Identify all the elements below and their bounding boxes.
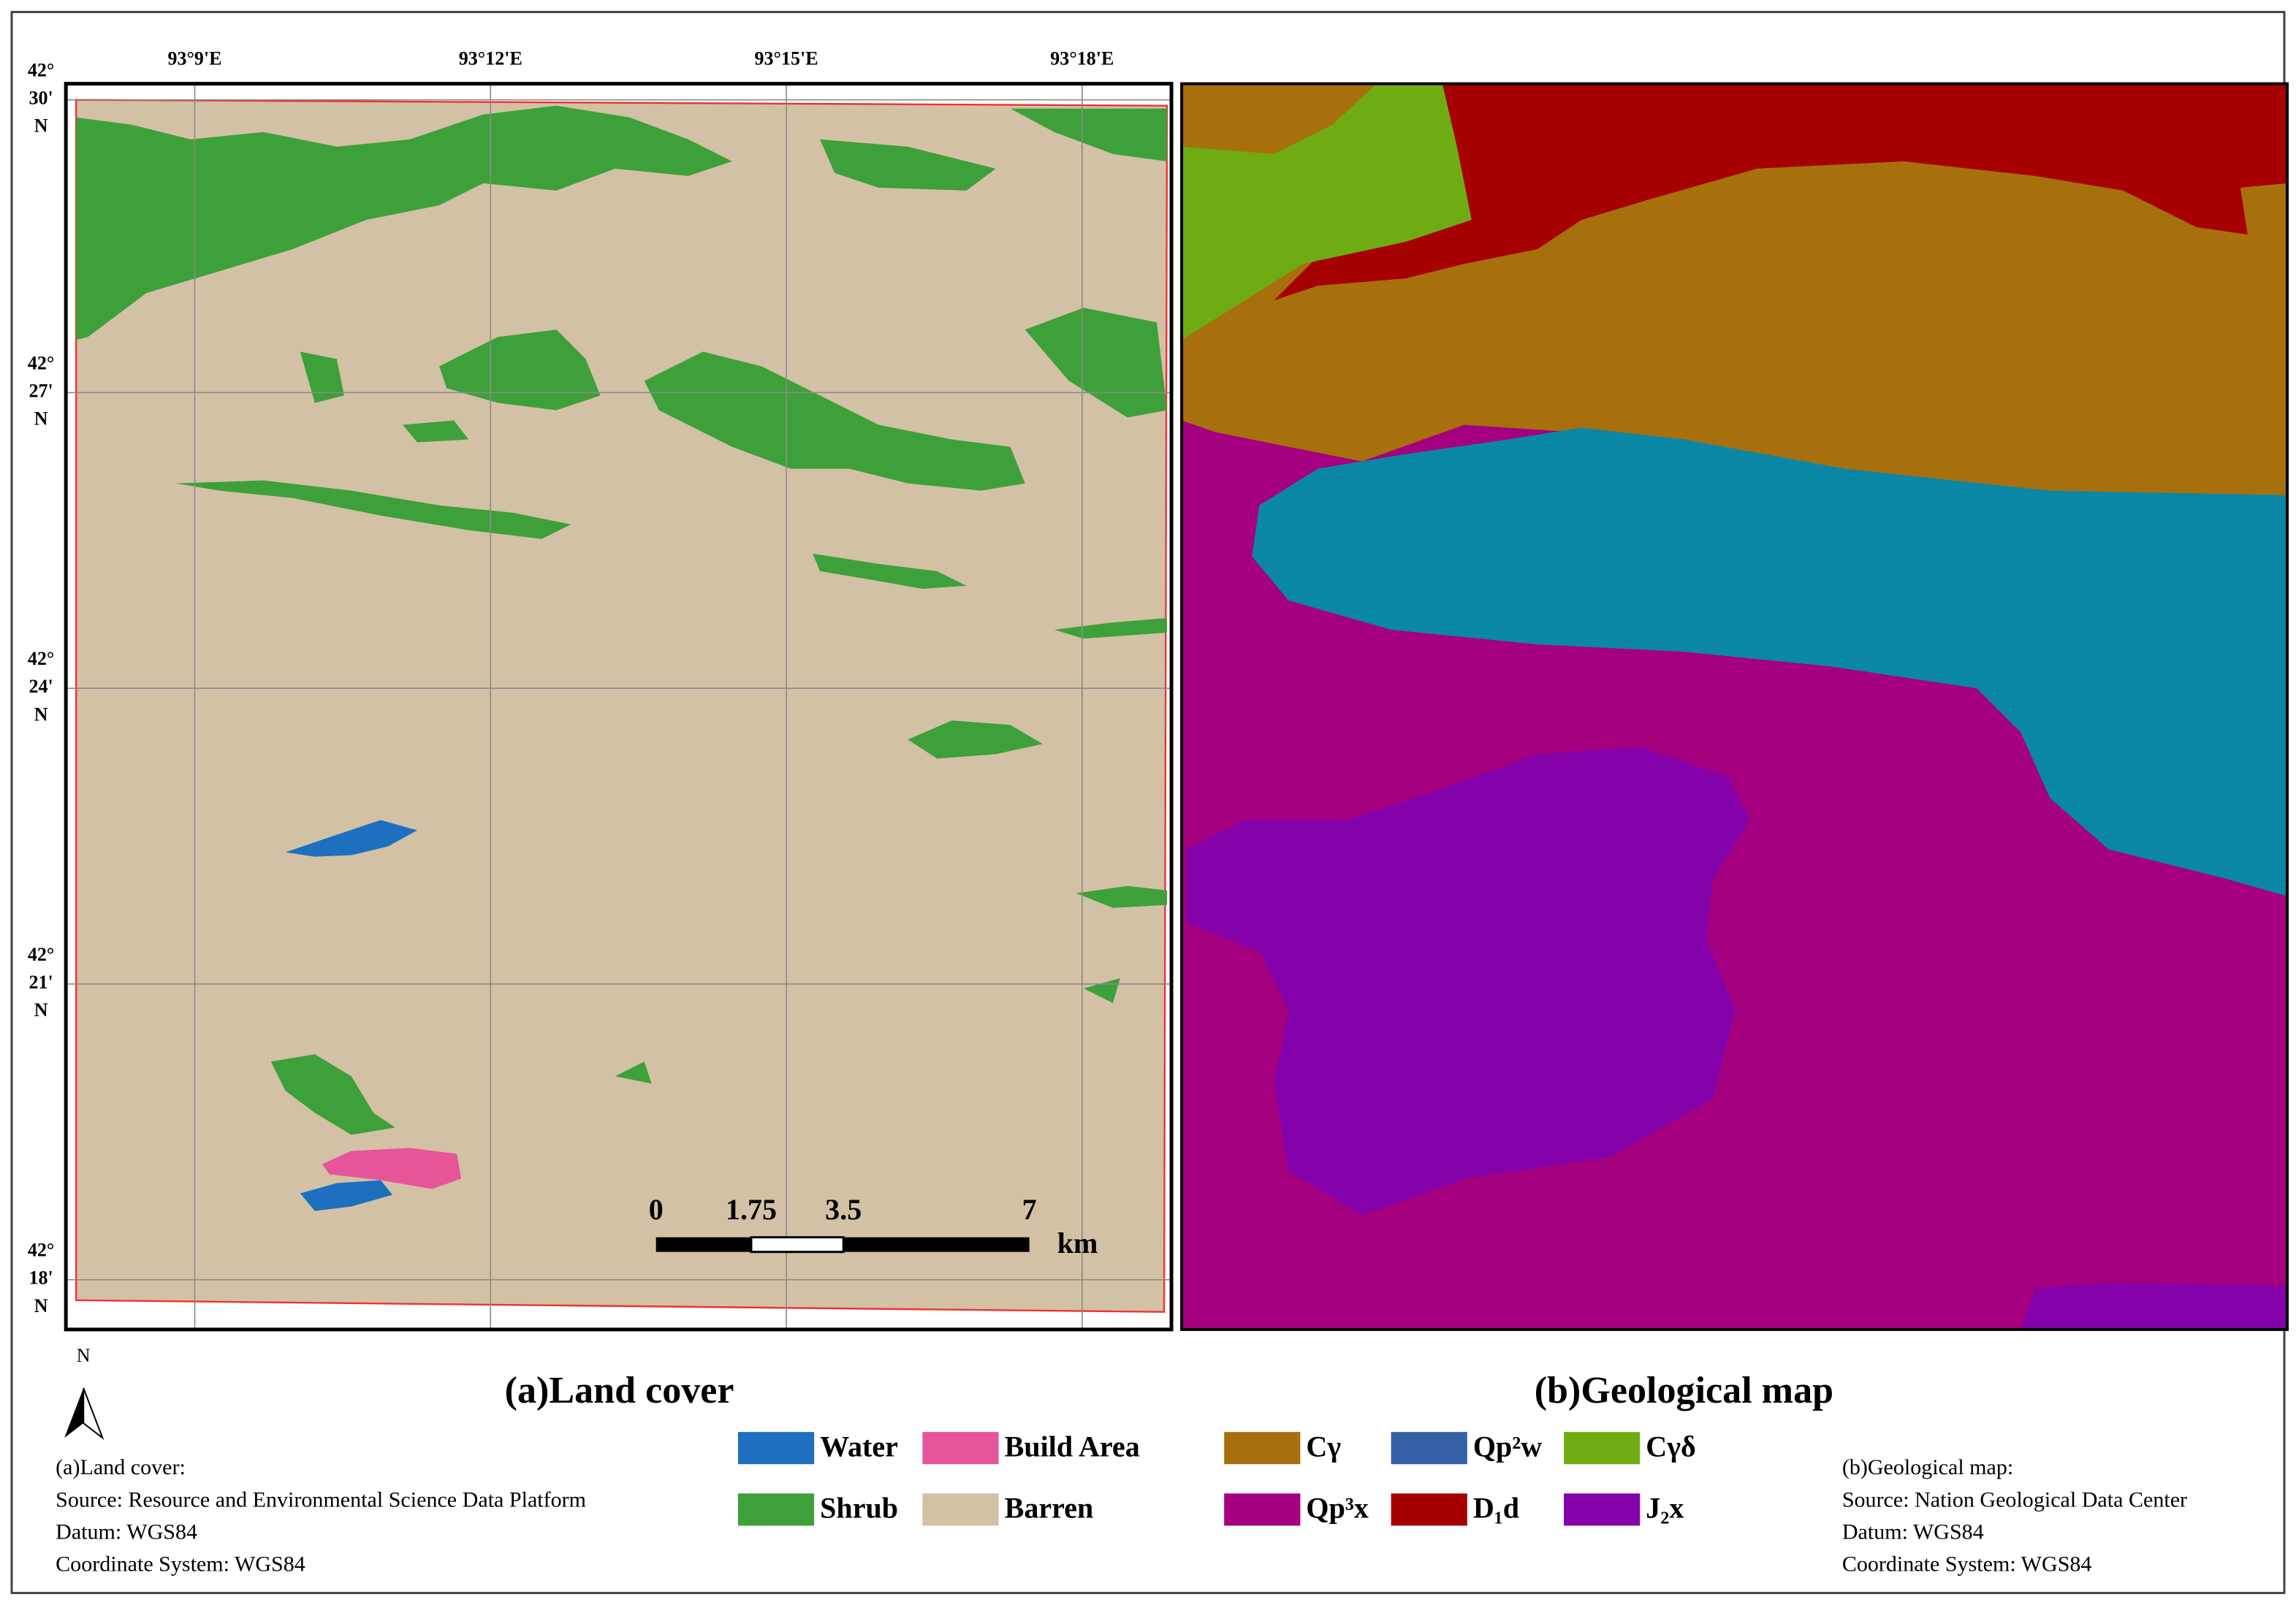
legend-label: Barren	[1005, 1492, 1094, 1525]
legend-swatch	[1224, 1493, 1301, 1526]
scale-label: 7	[1022, 1193, 1037, 1226]
geological-map	[1180, 82, 2289, 1331]
map-a-frame	[64, 82, 1174, 1332]
lat-label: 18'	[28, 1267, 53, 1289]
source-note: (a)Land cover:	[56, 1455, 186, 1479]
legend-swatch	[1564, 1493, 1641, 1526]
source-note: Source: Resource and Environmental Scien…	[56, 1487, 586, 1511]
lat-label: 30'	[28, 88, 53, 109]
legend-label: J₂x	[1646, 1492, 1684, 1525]
legend-label: Qp³x	[1306, 1492, 1369, 1525]
legend-swatch	[1564, 1432, 1641, 1465]
lon-label: 93°15'E	[755, 48, 818, 69]
lat-label: 24'	[28, 676, 53, 697]
shrub-patches	[76, 105, 1168, 1135]
source-note: Coordinate System: WGS84	[1842, 1552, 2092, 1577]
scale-bar	[655, 1236, 1030, 1254]
land-cover-map	[64, 82, 1174, 1332]
legend-label: Build Area	[1005, 1430, 1140, 1463]
legend-swatch	[922, 1432, 999, 1465]
source-note: Coordinate System: WGS84	[56, 1552, 305, 1577]
north-arrow	[64, 1387, 104, 1441]
lat-label: 27'	[28, 380, 53, 401]
legend-swatch	[1391, 1493, 1467, 1526]
scale-label: 1.75	[726, 1193, 777, 1226]
legend-label: Cγδ	[1646, 1430, 1695, 1463]
source-note: Datum: WGS84	[1842, 1519, 1984, 1544]
water-patch	[300, 1180, 393, 1211]
north-label: N	[77, 1345, 91, 1366]
source-note: (b)Geological map:	[1842, 1455, 2013, 1479]
legend-label: D₁d	[1473, 1492, 1519, 1525]
water-patch	[285, 820, 418, 857]
geo-region	[2021, 1282, 2287, 1330]
graticule	[66, 83, 1172, 1330]
build-area-patch	[322, 1148, 462, 1189]
lat-label: N	[34, 1295, 48, 1316]
legend-label: Shrub	[820, 1492, 898, 1525]
lat-label: N	[34, 408, 48, 430]
geo-region	[1274, 83, 2287, 301]
lon-label: 93°9'E	[167, 48, 221, 69]
lat-label: 42°	[28, 648, 54, 669]
legend-swatch	[1224, 1432, 1301, 1465]
geo-region	[1182, 83, 1472, 340]
scale-unit: km	[1057, 1227, 1098, 1259]
panel-title: (b)Geological map	[1535, 1370, 1833, 1411]
lon-label: 93°12'E	[459, 48, 522, 69]
panel-title: (a)Land cover	[505, 1370, 734, 1411]
lat-label: 42°	[28, 60, 54, 81]
lat-label: N	[34, 115, 48, 137]
legend-label: Qp²w	[1473, 1430, 1542, 1463]
geo-region	[1186, 747, 1750, 1216]
legend-swatch	[922, 1493, 999, 1526]
legend-label: Cγ	[1306, 1430, 1341, 1463]
legend-swatch	[737, 1432, 815, 1465]
lon-label: 93°18'E	[1050, 48, 1114, 69]
lat-label: 42°	[28, 1240, 54, 1261]
barren-area	[75, 99, 1168, 1314]
legend-label: Water	[820, 1430, 898, 1463]
lat-label: 42°	[28, 944, 54, 965]
scale-label: 0	[649, 1193, 664, 1226]
geo-region	[1252, 427, 2287, 896]
lat-label: N	[34, 704, 48, 725]
legend-swatch	[737, 1493, 815, 1526]
source-note: Datum: WGS84	[56, 1519, 197, 1544]
scale-label: 3.5	[825, 1193, 862, 1226]
source-note: Source: Nation Geological Data Center	[1842, 1487, 2187, 1511]
lat-label: N	[34, 999, 48, 1021]
legend-swatch	[1391, 1432, 1467, 1465]
lat-label: 42°	[28, 352, 54, 373]
map-b-frame	[1180, 82, 2289, 1331]
lat-label: 21'	[28, 972, 53, 993]
